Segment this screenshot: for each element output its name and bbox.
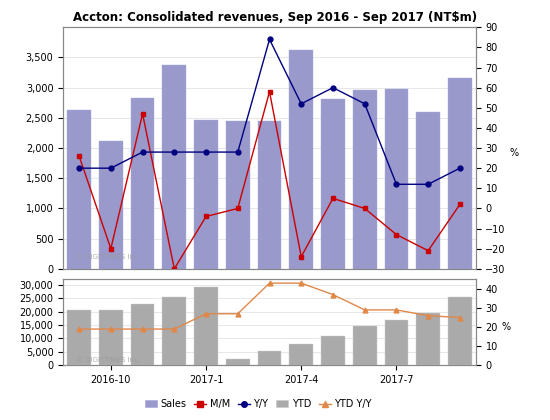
- Bar: [131, 304, 155, 365]
- Bar: [67, 310, 91, 365]
- Bar: [289, 344, 313, 365]
- Bar: [99, 142, 123, 269]
- Bar: [321, 336, 345, 365]
- Bar: [353, 90, 377, 269]
- Bar: [289, 50, 313, 269]
- Bar: [67, 110, 91, 269]
- Bar: [194, 120, 218, 269]
- Text: Accton: Consolidated revenues, Sep 2016 - Sep 2017 (NT$m): Accton: Consolidated revenues, Sep 2016 …: [73, 10, 477, 24]
- Bar: [226, 121, 250, 269]
- Bar: [131, 98, 155, 269]
- Bar: [321, 99, 345, 269]
- Bar: [162, 65, 186, 269]
- Text: © DIGITTIMES Inc.: © DIGITTIMES Inc.: [76, 357, 140, 363]
- Bar: [162, 297, 186, 365]
- Bar: [416, 313, 440, 365]
- Legend: Sales, M/M, Y/Y, YTD, YTD Y/Y: Sales, M/M, Y/Y, YTD, YTD Y/Y: [141, 395, 376, 413]
- Y-axis label: %: %: [502, 322, 511, 332]
- Bar: [353, 326, 377, 365]
- Bar: [257, 121, 282, 269]
- Bar: [384, 320, 408, 365]
- Bar: [226, 360, 250, 365]
- Bar: [257, 352, 282, 365]
- Y-axis label: %: %: [510, 148, 519, 158]
- Bar: [99, 310, 123, 365]
- Bar: [416, 113, 440, 269]
- Bar: [448, 297, 472, 365]
- Bar: [384, 89, 408, 269]
- Text: © DIGITTIMES Inc.: © DIGITTIMES Inc.: [76, 254, 140, 260]
- Bar: [194, 287, 218, 365]
- Bar: [448, 78, 472, 269]
